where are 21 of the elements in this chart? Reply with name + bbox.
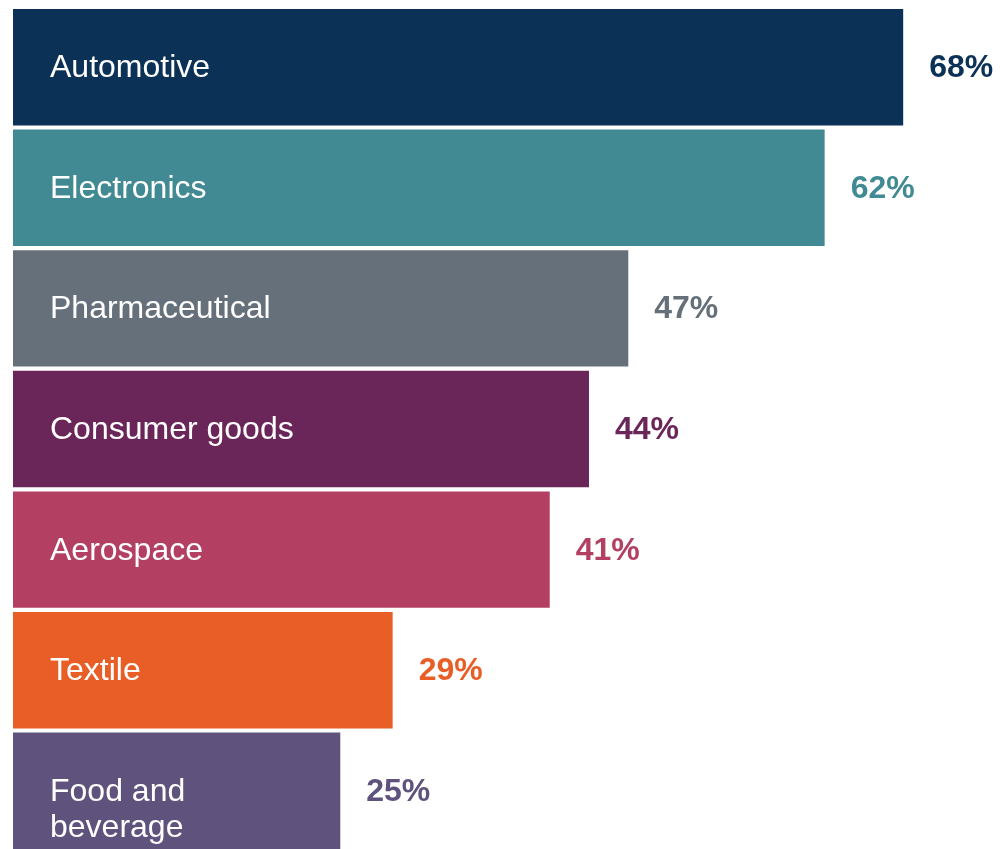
data-label: 68% <box>929 48 994 85</box>
data-label: 25% <box>366 771 431 808</box>
bar <box>13 491 550 608</box>
data-label: 41% <box>575 530 640 567</box>
bar <box>13 250 629 367</box>
bar <box>13 129 825 246</box>
y-tick-label: Electronics <box>50 168 207 205</box>
bar <box>13 612 393 729</box>
y-tick-label: Aerospace <box>50 530 203 567</box>
y-tick-label: Food and beverage <box>50 771 186 844</box>
data-label: 44% <box>615 410 680 446</box>
bar <box>13 9 904 126</box>
bar <box>13 370 589 488</box>
data-label: 62% <box>850 168 915 205</box>
y-tick-label: Automotive <box>50 48 211 85</box>
y-tick-label: Textile <box>50 651 141 688</box>
y-tick-label: Consumer goods <box>50 410 294 446</box>
data-label: 29% <box>418 651 483 688</box>
data-label: 47% <box>654 289 719 326</box>
bar <box>13 732 341 849</box>
y-tick-label: Pharmaceutical <box>50 289 271 326</box>
